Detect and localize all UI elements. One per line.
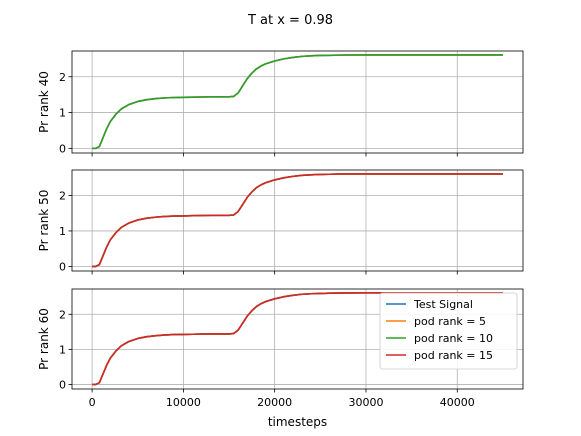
panel-1-frame: [71, 50, 524, 154]
legend-label: pod rank = 15: [414, 349, 493, 362]
x-axis-label: timesteps: [268, 415, 327, 429]
panel-3-y-tick-label: 2: [59, 308, 66, 321]
panel-1: 0 1 2 Pr rank 40: [37, 50, 524, 157]
chart-title: T at x = 0.98: [247, 13, 333, 28]
panel-1-y-tick-label: 0: [59, 142, 66, 155]
x-tick-label: 40000: [440, 396, 475, 409]
legend: Test Signal pod rank = 5 pod rank = 10 pod …: [379, 292, 518, 370]
panel-3-y-axis-label: Pr rank 60: [37, 308, 51, 370]
panel-1-y-tick-label: 1: [59, 107, 66, 120]
panel-3-frame: [71, 288, 524, 390]
x-tick-label: 30000: [348, 396, 383, 409]
panel-2-y-axis-label: Pr rank 50: [37, 190, 51, 252]
panel-1-series-pod-rank-10: [92, 54, 503, 150]
panel-2-y-tick-label: 1: [59, 225, 66, 238]
panel-1-y-axis-label: Pr rank 40: [37, 71, 51, 133]
legend-label: pod rank = 5: [414, 315, 486, 328]
panel-1-y-tick-label: 2: [59, 71, 66, 84]
panel-3-y-tick-label: 0: [59, 378, 66, 391]
panel-2: 0 1 2 Pr rank 50: [37, 169, 524, 275]
legend-label: Test Signal: [413, 298, 473, 311]
legend-frame: [379, 292, 518, 370]
panel-3-y-tick-label: 1: [59, 343, 66, 356]
panel-2-series-pod-rank-15: [92, 173, 503, 268]
x-tick-label: 20000: [257, 396, 292, 409]
panel-2-frame: [71, 169, 524, 272]
legend-label: pod rank = 10: [414, 332, 493, 345]
x-tick-label: 10000: [166, 396, 201, 409]
panel-2-y-tick-label: 0: [59, 260, 66, 273]
panel-3-series-pod-rank-15: [92, 292, 503, 386]
x-tick-label: 0: [89, 396, 96, 409]
panel-3: 0 1 2 0 10000 20000 30000 40000 Pr rank 60 Test S…: [37, 288, 524, 409]
panel-2-y-tick-label: 2: [59, 190, 66, 203]
